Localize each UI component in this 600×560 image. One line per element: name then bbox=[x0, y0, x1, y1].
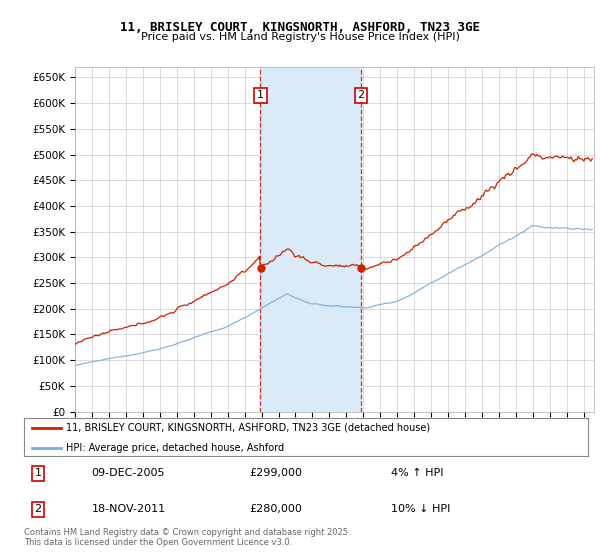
Text: £299,000: £299,000 bbox=[250, 468, 302, 478]
Text: 1: 1 bbox=[257, 91, 264, 100]
Text: 11, BRISLEY COURT, KINGSNORTH, ASHFORD, TN23 3GE (detached house): 11, BRISLEY COURT, KINGSNORTH, ASHFORD, … bbox=[66, 423, 430, 433]
Text: 09-DEC-2005: 09-DEC-2005 bbox=[92, 468, 165, 478]
Text: 4% ↑ HPI: 4% ↑ HPI bbox=[391, 468, 443, 478]
Text: 18-NOV-2011: 18-NOV-2011 bbox=[92, 505, 166, 515]
Bar bbox=[260, 67, 361, 412]
Text: 11, BRISLEY COURT, KINGSNORTH, ASHFORD, TN23 3GE: 11, BRISLEY COURT, KINGSNORTH, ASHFORD, … bbox=[120, 21, 480, 34]
Text: 2: 2 bbox=[358, 91, 365, 100]
Text: Price paid vs. HM Land Registry's House Price Index (HPI): Price paid vs. HM Land Registry's House … bbox=[140, 32, 460, 43]
Text: 1: 1 bbox=[35, 468, 41, 478]
Text: 10% ↓ HPI: 10% ↓ HPI bbox=[391, 505, 450, 515]
Text: 2: 2 bbox=[35, 505, 41, 515]
Text: £280,000: £280,000 bbox=[250, 505, 302, 515]
Text: Contains HM Land Registry data © Crown copyright and database right 2025.
This d: Contains HM Land Registry data © Crown c… bbox=[24, 528, 350, 547]
Text: HPI: Average price, detached house, Ashford: HPI: Average price, detached house, Ashf… bbox=[66, 443, 284, 453]
